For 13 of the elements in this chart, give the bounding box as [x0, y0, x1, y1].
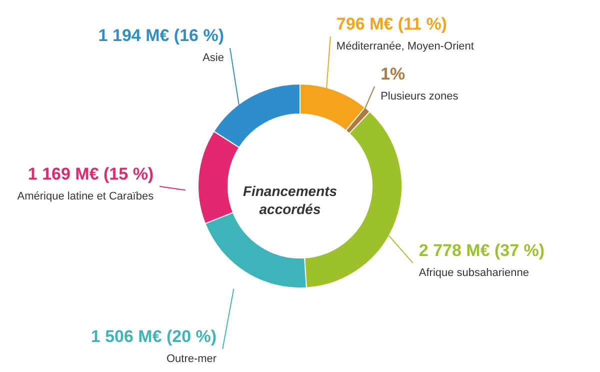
- slice-label: Plusieurs zones: [380, 90, 459, 102]
- data-label: 1 194 M€ (16 %): [98, 26, 224, 45]
- text: Financements accordés: [242, 183, 338, 217]
- data-label: 2 778 M€ (37 %): [418, 240, 545, 260]
- slice-label: Asie: [202, 52, 224, 64]
- data-label: 1 506 M€ (20 %): [90, 327, 217, 346]
- slice-label: Outre-mer: [166, 353, 217, 365]
- data-label: 1 169 M€ (15 %): [28, 164, 154, 184]
- slice-label: Amérique latine et Caraïbes: [17, 190, 154, 202]
- data-label: 1%: [380, 64, 406, 84]
- data-label: 796 M€ (11 %): [336, 14, 447, 34]
- slice-label: Méditerranée, Moyen-Orient: [336, 40, 474, 52]
- slice-label: Afrique subsaharienne: [418, 266, 529, 279]
